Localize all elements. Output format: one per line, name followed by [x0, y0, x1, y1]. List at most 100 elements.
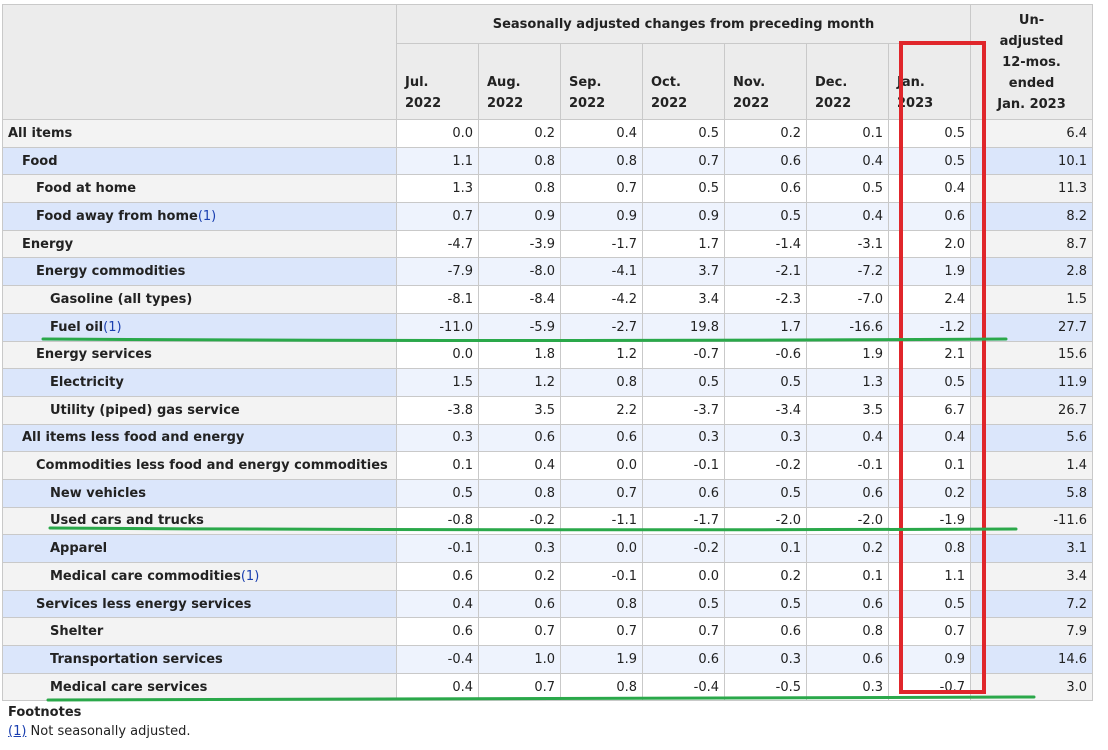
value-cell: 0.3 [724, 645, 807, 674]
row-label: Energy [2, 229, 397, 259]
row-label: Shelter [2, 617, 397, 647]
value-cell: 0.7 [478, 617, 561, 647]
unadj-line: Jan. 2023 [997, 96, 1066, 112]
unadj-line: Un- [1018, 12, 1045, 28]
value-cell: -7.0 [806, 285, 889, 314]
value-cell: -3.9 [478, 229, 561, 259]
value-cell: 0.4 [888, 423, 971, 453]
row-label: All items less food and energy [2, 423, 397, 453]
unadj-line: 12-mos. [1002, 54, 1061, 70]
value-cell: 0.6 [806, 645, 889, 674]
value-cell: -7.9 [396, 257, 479, 287]
unadjusted-value-cell: -11.6 [970, 506, 1093, 536]
value-cell: 0.8 [888, 534, 971, 563]
footnote-ref-link[interactable]: (1) [197, 208, 217, 224]
unadjusted-value-cell: 1.4 [970, 451, 1093, 480]
row-label-text: Used cars and trucks [50, 513, 204, 529]
table-row: Energy services 0.0 1.8 1.2 -0.7 -0.6 1.9 2.1 15… [2, 340, 1093, 370]
unadjusted-value-cell: 14.6 [970, 645, 1093, 674]
value-cell: 0.7 [642, 617, 725, 647]
value-cell: 0.6 [478, 423, 561, 453]
table-row: Medical care commodities(1) 0.6 0.2 -0.1 0.0… [2, 562, 1093, 591]
value-cell: -0.2 [478, 506, 561, 536]
value-cell: 1.3 [396, 174, 479, 204]
month-name: Oct. [651, 75, 681, 90]
value-cell: 0.6 [724, 174, 807, 204]
table-row: Gasoline (all types) -8.1 -8.4 -4.2 3.4 -2.3-… [2, 285, 1093, 314]
unadjusted-header: Un- adjusted 12-mos. ended Jan. 2023 [970, 4, 1093, 120]
value-cell: 1.3 [806, 368, 889, 397]
row-label: Services less energy services [2, 589, 397, 619]
value-cell: 1.8 [478, 340, 561, 370]
row-label-text: Utility (piped) gas service [50, 402, 240, 418]
value-cell: -2.1 [724, 257, 807, 287]
value-cell: 0.1 [396, 451, 479, 480]
value-cell: -0.7 [888, 672, 971, 702]
value-cell: 2.4 [888, 285, 971, 314]
value-cell: 0.6 [642, 478, 725, 508]
value-cell: -1.9 [888, 506, 971, 536]
value-cell: 0.4 [478, 451, 561, 480]
footnote-link[interactable]: (1) [8, 724, 27, 739]
row-label: Food at home [2, 174, 397, 204]
value-cell: -3.4 [724, 395, 807, 425]
month-year: 2022 [733, 96, 770, 111]
value-cell: 0.7 [478, 672, 561, 702]
row-label-text: New vehicles [50, 485, 146, 501]
value-cell: 0.3 [806, 672, 889, 702]
value-cell: 0.7 [396, 202, 479, 231]
value-cell: 1.9 [560, 645, 643, 674]
row-label: Food away from home(1) [2, 202, 397, 231]
value-cell: -1.1 [560, 506, 643, 536]
value-cell: 0.7 [560, 174, 643, 204]
unadjusted-value-cell: 3.0 [970, 672, 1093, 702]
value-cell: 0.6 [724, 617, 807, 647]
month-header: Aug. 2022 [478, 43, 561, 120]
value-cell: 0.6 [806, 589, 889, 619]
footnote-ref-link[interactable]: (1) [240, 568, 260, 584]
table-body: All items 0.0 0.2 0.4 0.5 0.2 0.1 0.5 6.4 Food 1.1… [2, 119, 1093, 702]
value-cell: 2.1 [888, 340, 971, 370]
value-cell: -2.0 [724, 506, 807, 536]
row-label: Used cars and trucks [2, 506, 397, 536]
value-cell: 0.6 [724, 146, 807, 176]
unadjusted-value-cell: 5.6 [970, 423, 1093, 453]
value-cell: 0.5 [888, 146, 971, 176]
value-cell: -3.1 [806, 229, 889, 259]
month-header: Nov. 2022 [724, 43, 807, 120]
footnote-ref-link[interactable]: (1) [103, 319, 122, 335]
unadjusted-value-cell: 11.9 [970, 368, 1093, 397]
month-name: Dec. [815, 75, 848, 90]
value-cell: 0.1 [888, 451, 971, 480]
value-cell: 0.4 [806, 146, 889, 176]
row-label: Fuel oil(1) [2, 312, 397, 342]
value-cell: 0.8 [478, 146, 561, 176]
unadjusted-value-cell: 1.5 [970, 285, 1093, 314]
value-cell: 0.3 [724, 423, 807, 453]
value-cell: 0.8 [806, 617, 889, 647]
value-cell: 1.7 [724, 312, 807, 342]
value-cell: 0.5 [888, 368, 971, 397]
value-cell: -0.4 [396, 645, 479, 674]
row-label: New vehicles [2, 478, 397, 508]
cpi-table-container: Seasonally adjusted changes from precedi… [2, 4, 1093, 702]
row-label: Food [2, 146, 397, 176]
value-cell: 0.9 [888, 645, 971, 674]
footnote-text: Not seasonally adjusted. [26, 724, 191, 739]
value-cell: 0.5 [888, 589, 971, 619]
value-cell: -4.1 [560, 257, 643, 287]
month-year: 2022 [815, 96, 852, 111]
value-cell: -0.1 [642, 451, 725, 480]
value-cell: 0.1 [806, 562, 889, 591]
value-cell: 0.5 [724, 589, 807, 619]
value-cell: -0.1 [560, 562, 643, 591]
value-cell: 0.4 [806, 202, 889, 231]
row-label-text: Food at home [36, 181, 137, 197]
value-cell: 0.8 [560, 368, 643, 397]
row-label: Medical care commodities(1) [2, 562, 397, 591]
value-cell: -8.1 [396, 285, 479, 314]
row-label-text: Medical care commodities [50, 568, 241, 584]
row-label: Apparel [2, 534, 397, 563]
value-cell: 0.2 [724, 562, 807, 591]
row-label-text: Energy commodities [36, 264, 186, 280]
